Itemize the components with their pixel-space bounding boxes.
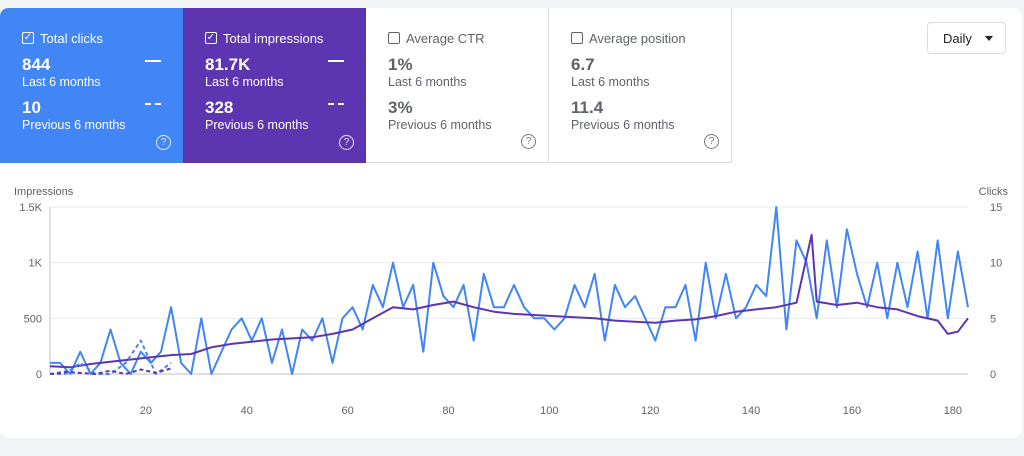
chart-grid xyxy=(49,206,968,375)
left-tick-label: 0 xyxy=(36,369,42,381)
metric-cards: ✓ Total clicks 844 Last 6 months 10 Prev… xyxy=(0,8,732,163)
legend-solid-line-icon xyxy=(145,60,161,62)
help-icon[interactable]: ? xyxy=(156,135,171,150)
x-tick-label: 80 xyxy=(442,405,454,417)
card-total-clicks[interactable]: ✓ Total clicks 844 Last 6 months 10 Prev… xyxy=(0,8,183,163)
help-icon[interactable]: ? xyxy=(521,134,536,149)
right-tick-label: 0 xyxy=(990,369,996,381)
series-line-total-clicks xyxy=(50,206,969,375)
chart-lines xyxy=(49,206,969,375)
current-value: 6.7 xyxy=(571,55,595,74)
previous-period: Previous 6 months xyxy=(22,118,126,132)
left-axis-title: Impressions xyxy=(14,186,74,198)
checkbox-icon[interactable]: ✓ xyxy=(22,32,34,44)
previous-value: 10 xyxy=(22,98,41,117)
x-tick-label: 20 xyxy=(140,405,152,417)
x-tick-label: 120 xyxy=(641,405,659,417)
previous-period: Previous 6 months xyxy=(205,118,309,132)
left-tick-label: 1.5K xyxy=(19,202,42,214)
x-tick-label: 180 xyxy=(944,405,962,417)
card-label: Average position xyxy=(589,30,686,46)
checkbox-icon[interactable] xyxy=(571,32,583,44)
previous-value: 328 xyxy=(205,98,234,117)
right-tick-label: 10 xyxy=(990,258,1002,270)
x-tick-label: 160 xyxy=(843,405,861,417)
series-line-total-impressions xyxy=(49,233,969,369)
checkbox-icon[interactable]: ✓ xyxy=(205,32,217,44)
card-label: Total clicks xyxy=(40,30,103,46)
card-average-ctr[interactable]: Average CTR 1% Last 6 months 3% Previous… xyxy=(366,8,549,163)
current-value: 81.7K xyxy=(205,55,251,74)
right-tick-label: 5 xyxy=(990,313,996,325)
series-line-total-clicks-previous xyxy=(50,339,172,375)
x-tick-label: 140 xyxy=(742,405,760,417)
checkbox-icon[interactable] xyxy=(388,32,400,44)
previous-period: Previous 6 months xyxy=(571,118,675,132)
x-tick-label: 60 xyxy=(341,405,353,417)
card-header: Average CTR xyxy=(388,30,548,46)
card-header: Average position xyxy=(571,30,731,46)
help-icon[interactable]: ? xyxy=(704,134,719,149)
previous-value: 3% xyxy=(388,98,413,117)
card-label: Total impressions xyxy=(223,30,324,46)
card-header: ✓ Total impressions xyxy=(205,30,366,46)
left-tick-label: 500 xyxy=(24,313,42,325)
left-tick-label: 1K xyxy=(29,258,43,270)
current-value: 844 xyxy=(22,55,51,74)
right-axis-title: Clicks xyxy=(979,186,1009,198)
right-tick-label: 15 xyxy=(990,202,1002,214)
performance-panel: ✓ Total clicks 844 Last 6 months 10 Prev… xyxy=(0,8,1022,438)
card-label: Average CTR xyxy=(406,30,485,46)
chart-ticks: 0 0 500 5 1K 10 1.5K 15 20 40 60 80 100 120 140 160 180 xyxy=(19,202,1002,417)
dropdown-arrow-icon xyxy=(985,36,993,41)
card-header: ✓ Total clicks xyxy=(22,30,183,46)
current-period: Last 6 months xyxy=(388,75,467,89)
legend-solid-line-icon xyxy=(328,60,344,62)
x-tick-label: 100 xyxy=(540,405,558,417)
current-value: 1% xyxy=(388,55,413,74)
previous-value: 11.4 xyxy=(571,98,604,117)
card-average-position[interactable]: Average position 6.7 Last 6 months 11.4 … xyxy=(549,8,732,163)
current-period: Last 6 months xyxy=(205,75,284,89)
current-period: Last 6 months xyxy=(571,75,650,89)
period-select-label: Daily xyxy=(943,30,972,46)
help-icon[interactable]: ? xyxy=(339,135,354,150)
legend-dashed-line-icon xyxy=(145,103,161,105)
performance-chart: Impressions Clicks 0 0 500 5 1K 10 1.5K 15 20 40 6… xyxy=(14,186,1009,417)
current-period: Last 6 months xyxy=(22,75,101,89)
legend-dashed-line-icon xyxy=(328,103,344,105)
card-total-impressions[interactable]: ✓ Total impressions 81.7K Last 6 months … xyxy=(183,8,366,163)
x-tick-label: 40 xyxy=(241,405,253,417)
period-select[interactable]: Daily xyxy=(927,22,1006,54)
previous-period: Previous 6 months xyxy=(388,118,492,132)
